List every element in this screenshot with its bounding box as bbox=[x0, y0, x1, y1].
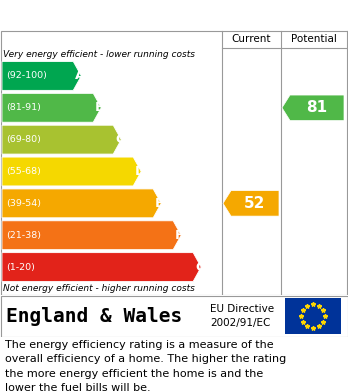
Text: Current: Current bbox=[232, 34, 271, 44]
FancyBboxPatch shape bbox=[0, 30, 348, 294]
FancyBboxPatch shape bbox=[285, 298, 341, 334]
Text: F: F bbox=[175, 229, 184, 242]
Text: (81-91): (81-91) bbox=[6, 103, 41, 112]
Polygon shape bbox=[2, 157, 141, 186]
Text: Energy Efficiency Rating: Energy Efficiency Rating bbox=[8, 7, 229, 23]
Polygon shape bbox=[2, 61, 81, 90]
Text: E: E bbox=[155, 197, 164, 210]
FancyBboxPatch shape bbox=[0, 296, 348, 337]
Polygon shape bbox=[2, 221, 181, 249]
Text: 81: 81 bbox=[307, 100, 327, 115]
Text: (55-68): (55-68) bbox=[6, 167, 41, 176]
Text: C: C bbox=[115, 133, 125, 146]
Polygon shape bbox=[2, 189, 161, 218]
Text: G: G bbox=[195, 260, 206, 274]
Text: D: D bbox=[135, 165, 146, 178]
Text: (69-80): (69-80) bbox=[6, 135, 41, 144]
Text: 52: 52 bbox=[244, 196, 265, 211]
Polygon shape bbox=[2, 93, 101, 122]
Text: The energy efficiency rating is a measure of the
overall efficiency of a home. T: The energy efficiency rating is a measur… bbox=[5, 340, 286, 391]
Text: Very energy efficient - lower running costs: Very energy efficient - lower running co… bbox=[3, 50, 195, 59]
Polygon shape bbox=[2, 125, 121, 154]
Text: EU Directive
2002/91/EC: EU Directive 2002/91/EC bbox=[210, 304, 274, 328]
Text: (1-20): (1-20) bbox=[6, 263, 35, 272]
Text: (92-100): (92-100) bbox=[6, 72, 47, 81]
Text: England & Wales: England & Wales bbox=[6, 307, 182, 325]
Polygon shape bbox=[282, 95, 344, 120]
Polygon shape bbox=[2, 253, 201, 282]
Text: Potential: Potential bbox=[291, 34, 337, 44]
Text: (21-38): (21-38) bbox=[6, 231, 41, 240]
Text: (39-54): (39-54) bbox=[6, 199, 41, 208]
Polygon shape bbox=[223, 191, 279, 216]
Text: A: A bbox=[75, 70, 86, 83]
Text: B: B bbox=[95, 101, 105, 114]
Text: Not energy efficient - higher running costs: Not energy efficient - higher running co… bbox=[3, 284, 195, 293]
